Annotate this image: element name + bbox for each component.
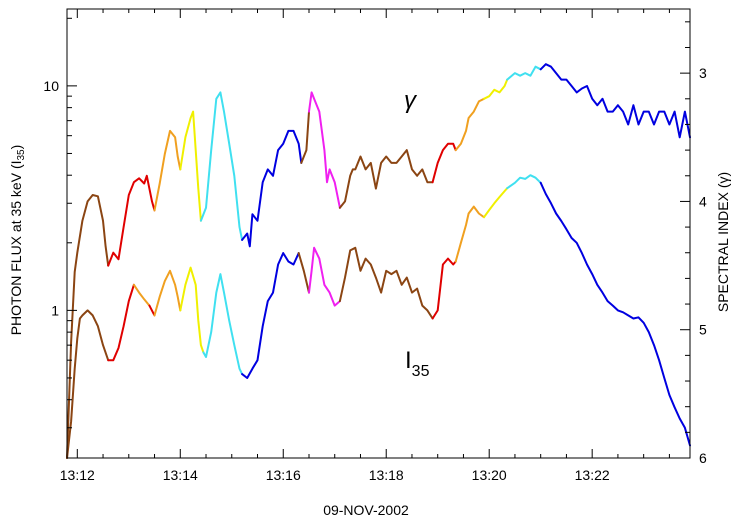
series-spectral-index-segment-5 [241,129,303,248]
series-flux-segment-1 [107,283,135,362]
series-flux-segment-12 [454,205,485,263]
x-tick-label: 13:12 [60,467,95,483]
series-flux-segment-8 [297,252,310,294]
x-tick-label: 13:22 [575,467,610,483]
series-flux-segment-10 [338,246,434,320]
y-axis-left-title-end: ) [8,145,24,150]
series-flux-segment-6 [202,273,244,376]
series-spectral-index-segment-8 [338,149,434,209]
series-flux-segment-0 [66,309,110,459]
series-flux-segment-2 [132,283,151,307]
series-flux-segment-11 [431,257,457,320]
series-flux-segment-14 [506,174,542,190]
y-right-tick-label: 5 [699,322,707,338]
y-axis-left-title-main: PHOTON FLUX at 35 keV (I [8,161,24,336]
series-flux-segment-7 [241,252,300,379]
series-spectral-index-segment-3 [179,110,202,222]
annotation-flux-label: I35 [405,347,430,380]
y-right-tick-label: 6 [699,450,707,466]
series-spectral-index-segment-2 [153,129,182,212]
annotation-flux-label-sub: 35 [412,363,430,380]
y-axis-left-title-sub: 35 [16,149,27,161]
series-layer [66,63,691,459]
series-flux-segment-13 [483,187,509,219]
x-axis-title: 09-NOV-2002 [323,502,409,518]
series-spectral-index-segment-11 [483,78,509,100]
series-flux-segment-9 [308,246,341,307]
series-spectral-index-segment-6 [300,110,310,164]
annotation-gamma: γ [404,87,418,114]
series-spectral-index-segment-4 [199,91,244,241]
series-flux-segment-3 [148,304,156,317]
series-flux-segment-15 [539,181,691,447]
series-spectral-index-segment-13 [539,63,691,139]
plot-frame [66,8,691,459]
series-spectral-index-segment-9 [431,142,457,184]
x-tick-label: 13:14 [163,467,198,483]
series-spectral-index-segment-10 [454,97,485,152]
y-axis-right-title: SPECTRAL INDEX (γ) [715,172,731,312]
y-right-tick-label: 4 [699,193,707,209]
x-tick-label: 13:18 [369,467,404,483]
y-right-tick-label: 3 [699,65,707,81]
series-spectral-index-segment-1 [107,174,156,267]
y-left-tick-label: 1 [51,302,59,318]
series-flux-segment-4 [153,269,182,317]
annotation-flux-label-main: I [405,347,412,374]
y-left-tick-label: 10 [43,78,59,94]
series-spectral-index-segment-7 [308,91,341,209]
y-axis-left-title: PHOTON FLUX at 35 keV (I35) [8,145,27,336]
x-tick-label: 13:20 [472,467,507,483]
series-flux-segment-5 [179,266,205,354]
series-spectral-index-segment-0 [66,194,110,459]
ticks-layer: 13:12 13:14 13:16 13:18 13:20 13:22 1 10 3 4 5 6 [43,9,707,483]
x-tick-label: 13:16 [266,467,301,483]
series-spectral-index-segment-12 [506,65,542,81]
